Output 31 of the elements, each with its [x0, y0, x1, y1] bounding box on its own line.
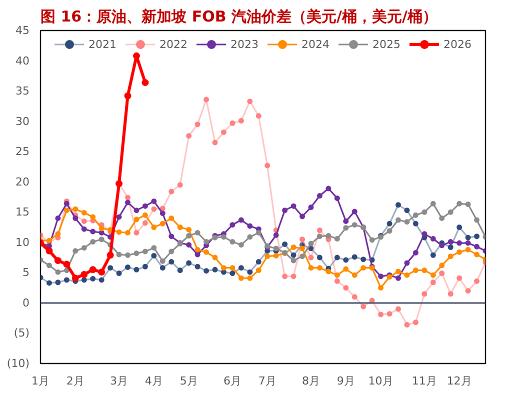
legend-label: 2022 [160, 38, 188, 50]
y-tick-label: (10) [6, 357, 30, 370]
y-tick-label: 20 [16, 175, 30, 188]
x-tick-label: 6月 [223, 374, 242, 388]
x-tick-label: 12月 [446, 374, 472, 388]
y-tick-label: 45 [16, 24, 30, 37]
x-tick-label: 3月 [110, 374, 128, 388]
legend-label: 2023 [230, 38, 258, 50]
y-tick-label: (5) [14, 326, 30, 340]
y-tick-label: 40 [16, 54, 30, 68]
x-tick-label: 10月 [368, 374, 394, 388]
x-tick-label: 11月 [412, 374, 437, 388]
chart-title: 图 16：原油、新加坡 FOB 汽油价差（美元/桶，美元/桶） [40, 8, 438, 26]
y-tick-label: 0 [22, 296, 30, 310]
x-tick-label: 1月 [32, 374, 50, 388]
x-tick-label: 4月 [144, 374, 163, 388]
legend-label: 2024 [302, 38, 330, 50]
y-tick-label: 25 [16, 145, 30, 158]
y-tick-label: 35 [16, 84, 30, 98]
y-tick-label: 15 [16, 206, 30, 219]
x-tick-label: 9月 [336, 374, 355, 388]
legend-label: 2025 [372, 38, 400, 50]
legend-label: 2026 [444, 38, 472, 50]
y-tick-label: 30 [16, 114, 30, 128]
y-tick-label: 10 [16, 236, 30, 249]
legend-label: 2021 [88, 38, 116, 50]
x-tick-label: 7月 [258, 374, 276, 388]
x-tick-label: 5月 [180, 374, 198, 388]
y-tick-label: 5 [22, 266, 30, 280]
x-tick-label: 8月 [302, 374, 320, 388]
x-tick-label: 2月 [66, 374, 84, 388]
